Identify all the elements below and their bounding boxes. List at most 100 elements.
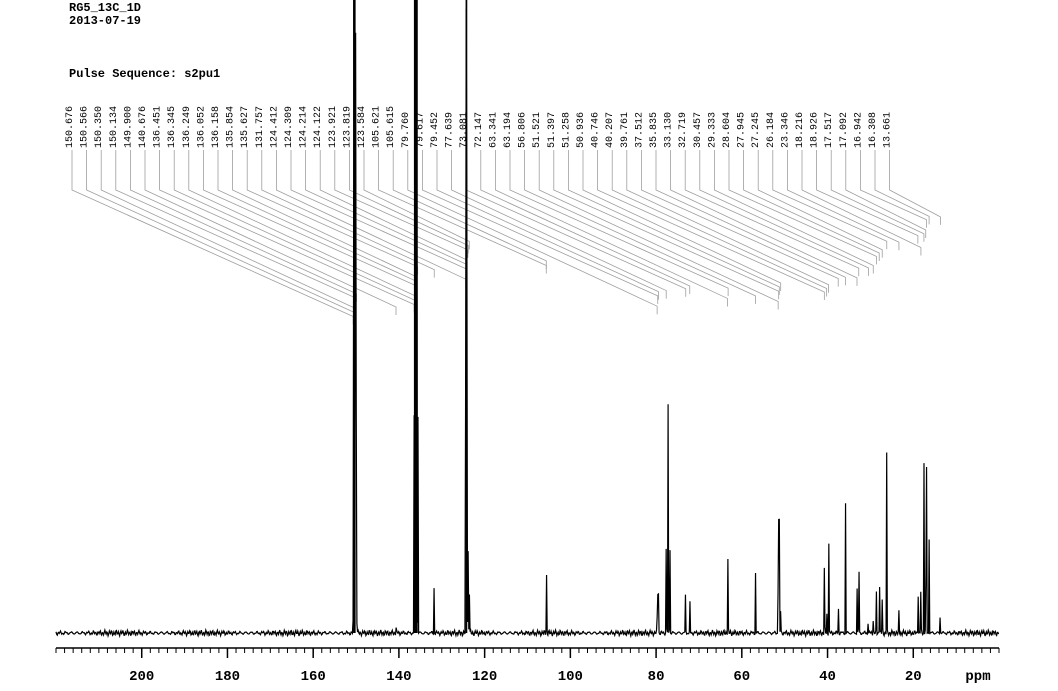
peak-connector [875, 150, 929, 224]
peak-label: 79.452 [430, 112, 441, 148]
axis-tick-label: 180 [215, 669, 240, 685]
peak-label: 63.341 [488, 112, 499, 148]
peak-connector [437, 150, 658, 300]
peak-label: 123.819 [342, 106, 353, 148]
peak-label: 124.214 [299, 106, 310, 148]
spectrum-trace [56, 9, 999, 636]
peak-label: 123.584 [357, 106, 368, 148]
peak-label: 135.854 [226, 106, 237, 148]
peak-connector [714, 150, 873, 273]
peak-label: 136.451 [153, 106, 164, 148]
peak-connector [145, 150, 396, 315]
peak-label: 37.512 [634, 112, 645, 148]
axis-tick-label: 40 [819, 669, 836, 685]
peak-label: 40.746 [591, 112, 602, 148]
peak-connector [773, 150, 887, 249]
peak-label: 16.308 [868, 112, 879, 148]
nmr-spectrum-plot: 200 180 160 140 120 100 80 60 40 20 ppm 150.676 150.… [0, 0, 1058, 691]
peak-connector [87, 150, 354, 320]
axis-tick-label: 160 [301, 669, 326, 685]
peak-connector [189, 150, 415, 304]
peak-label: 39.761 [620, 112, 631, 148]
peak-label: 150.134 [109, 106, 120, 148]
peak-label: 131.757 [255, 106, 266, 148]
peak-connector [422, 150, 657, 304]
peak-label: 124.412 [269, 106, 280, 148]
peak-label: 18.216 [795, 112, 806, 148]
peak-label: 33.130 [664, 112, 675, 148]
peak-connector [890, 150, 941, 225]
peak-connector [671, 150, 857, 286]
peak-label: 27.945 [737, 112, 748, 148]
peak-label: 77.639 [445, 112, 456, 148]
peak-label: 136.345 [167, 106, 178, 148]
peak-label: 140.676 [138, 106, 149, 148]
peak-label: 28.604 [722, 112, 733, 148]
peak-connector [379, 150, 547, 273]
peak-connector [408, 150, 657, 314]
peak-connector [262, 150, 434, 278]
peak-label: 50.936 [576, 112, 587, 148]
peak-label: 124.309 [284, 106, 295, 148]
axis-tick-label: 100 [558, 669, 583, 685]
peak-label: 56.806 [518, 112, 529, 148]
axis-tick-label: 60 [733, 669, 750, 685]
peak-connector [495, 150, 727, 306]
peak-label: 79.760 [401, 112, 412, 148]
peak-connector [160, 150, 415, 313]
peak-connector [466, 150, 686, 297]
peak-label: 150.350 [94, 106, 105, 148]
peak-label: 73.081 [459, 112, 470, 148]
peak-connector [525, 150, 756, 304]
peak-label: 63.194 [503, 112, 514, 148]
peak-label: 17.517 [824, 112, 835, 148]
peak-connector [831, 150, 924, 242]
peak-label: 30.457 [693, 112, 704, 148]
peak-connector [860, 150, 926, 228]
peak-connector [101, 150, 354, 316]
peak-connector [306, 150, 467, 272]
peak-label: 123.921 [328, 106, 339, 148]
peak-label: 40.207 [605, 112, 616, 148]
peak-label: 149.900 [123, 106, 134, 148]
offscale-peak [353, 0, 356, 633]
peak-label: 18.926 [810, 112, 821, 148]
peak-connector [247, 150, 417, 275]
peak-label: 27.245 [751, 112, 762, 148]
peak-label: 51.258 [561, 112, 572, 148]
offscale-peak [466, 0, 468, 633]
peak-label: 17.092 [839, 112, 850, 148]
peak-connector [218, 150, 415, 289]
peak-label: 105.615 [386, 106, 397, 148]
axis-tick-label: 140 [386, 669, 411, 685]
axis-tick-label: 80 [648, 669, 665, 685]
peak-connector [758, 150, 882, 258]
peak-label: 135.627 [240, 106, 251, 148]
peak-connector [452, 150, 667, 299]
peak-label: 150.566 [80, 106, 91, 148]
peak-label: 124.122 [313, 106, 324, 148]
peak-label: 13.661 [883, 112, 894, 148]
peak-label: 72.147 [474, 112, 485, 148]
peak-label: 136.052 [196, 106, 207, 148]
peak-label: 150.676 [65, 106, 76, 148]
peak-label: 51.521 [532, 112, 543, 148]
offscale-peak [414, 0, 418, 633]
peak-label: 16.942 [853, 112, 864, 148]
axis-tick-label: 120 [472, 669, 497, 685]
axis-label: ppm [965, 669, 990, 685]
peak-connector [116, 150, 356, 306]
peak-connector [846, 150, 926, 238]
peak-connector [72, 150, 353, 325]
peak-label: 136.249 [182, 106, 193, 148]
peak-label: 136.158 [211, 106, 222, 148]
peak-label: 23.346 [780, 112, 791, 148]
peak-connector [685, 150, 859, 276]
peak-label: 35.835 [649, 112, 660, 148]
peak-label: 26.184 [766, 112, 777, 148]
axis-tick-label: 200 [129, 669, 154, 685]
peak-connector [510, 150, 728, 296]
peak-label: 105.621 [372, 106, 383, 148]
axis-tick-label: 20 [905, 669, 922, 685]
peak-label: 29.333 [707, 112, 718, 148]
